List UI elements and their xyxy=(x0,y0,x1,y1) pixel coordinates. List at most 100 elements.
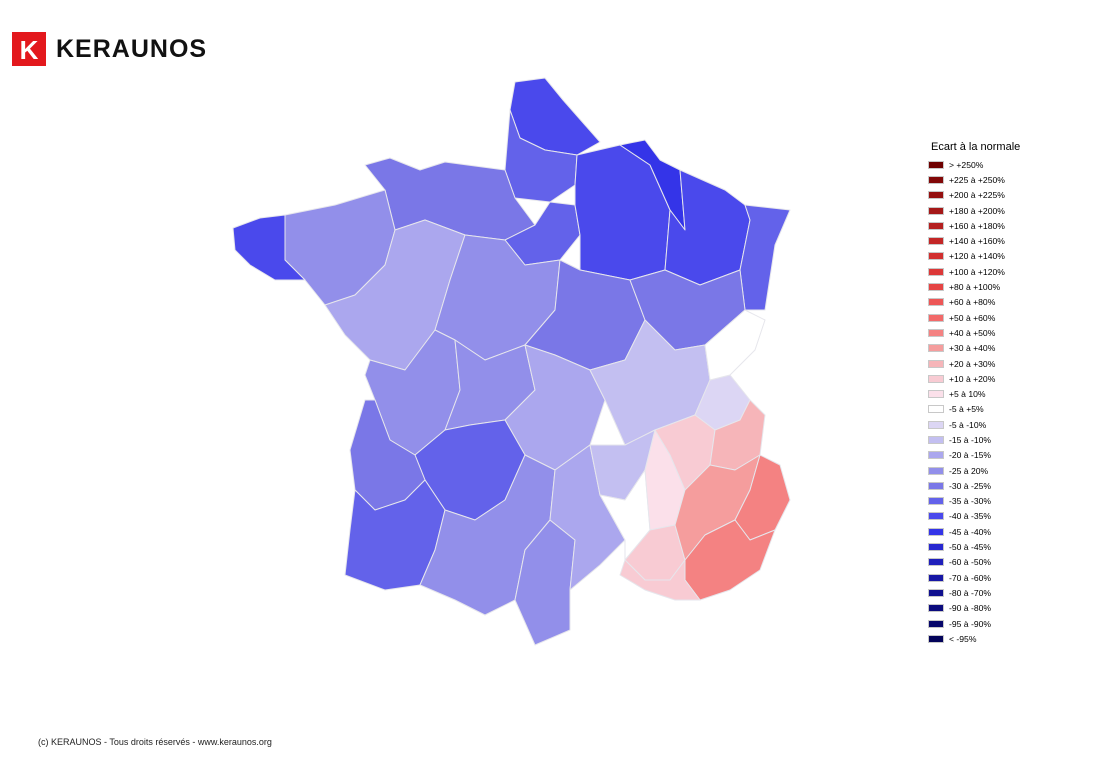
legend-item: -25 à 20% xyxy=(928,463,1088,478)
legend-item: -5 à +5% xyxy=(928,402,1088,417)
legend-label: +180 à +200% xyxy=(949,205,1005,216)
legend-item: -15 à -10% xyxy=(928,432,1088,447)
legend-item: +225 à +250% xyxy=(928,172,1088,187)
legend-label: +140 à +160% xyxy=(949,236,1005,247)
legend-swatch xyxy=(928,328,944,337)
legend-label: -45 à -40% xyxy=(949,526,992,537)
map-region xyxy=(739,204,791,311)
legend-label: -5 à -10% xyxy=(949,419,987,430)
keraunos-logo-icon: K xyxy=(12,32,46,66)
legend-label: +20 à +30% xyxy=(949,358,996,369)
legend-list: > +250% +225 à +250% +200 à +225% +180 à… xyxy=(928,157,1088,647)
legend-item: -80 à -70% xyxy=(928,585,1088,600)
legend-item: -45 à -40% xyxy=(928,524,1088,539)
legend-label: -15 à -10% xyxy=(949,434,992,445)
brand-header: K KERAUNOS xyxy=(12,32,207,66)
logo-background xyxy=(12,32,46,66)
legend-swatch xyxy=(928,405,944,414)
legend-label: +60 à +80% xyxy=(949,297,996,308)
legend-swatch xyxy=(928,160,944,169)
legend-swatch xyxy=(928,344,944,353)
legend-swatch xyxy=(928,543,944,552)
legend-item: -50 à -45% xyxy=(928,539,1088,554)
legend-item: +40 à +50% xyxy=(928,325,1088,340)
legend-swatch xyxy=(928,374,944,383)
legend-label: -40 à -35% xyxy=(949,511,992,522)
legend-swatch xyxy=(928,298,944,307)
map-region xyxy=(232,214,306,281)
legend-item: -95 à -90% xyxy=(928,616,1088,631)
legend-label: -95 à -90% xyxy=(949,618,992,629)
legend-label: +40 à +50% xyxy=(949,327,996,338)
legend-swatch xyxy=(928,435,944,444)
legend-swatch xyxy=(928,237,944,246)
legend-item: +20 à +30% xyxy=(928,356,1088,371)
legend-item: +30 à +40% xyxy=(928,341,1088,356)
legend-swatch xyxy=(928,527,944,536)
map-legend: Ecart à la normale > +250% +225 à +250% … xyxy=(928,141,1088,647)
legend-swatch xyxy=(928,390,944,399)
legend-swatch xyxy=(928,573,944,582)
legend-label: -5 à +5% xyxy=(949,404,984,415)
legend-label: +160 à +180% xyxy=(949,220,1005,231)
legend-label: +80 à +100% xyxy=(949,282,1001,293)
legend-label: -30 à -25% xyxy=(949,480,992,491)
legend-label: -60 à -50% xyxy=(949,557,992,568)
legend-swatch xyxy=(928,420,944,429)
legend-label: -80 à -70% xyxy=(949,587,992,598)
legend-swatch xyxy=(928,206,944,215)
map-region xyxy=(619,559,701,601)
legend-swatch xyxy=(928,588,944,597)
legend-label: +5 à 10% xyxy=(949,389,986,400)
legend-item: +100 à +120% xyxy=(928,264,1088,279)
france-map xyxy=(232,77,791,646)
legend-item: +200 à +225% xyxy=(928,188,1088,203)
legend-item: -5 à -10% xyxy=(928,417,1088,432)
legend-item: -70 à -60% xyxy=(928,570,1088,585)
legend-item: -40 à -35% xyxy=(928,509,1088,524)
legend-item: +180 à +200% xyxy=(928,203,1088,218)
legend-item: > +250% xyxy=(928,157,1088,172)
legend-item: +50 à +60% xyxy=(928,310,1088,325)
legend-item: +80 à +100% xyxy=(928,279,1088,294)
legend-label: +50 à +60% xyxy=(949,312,996,323)
legend-label: +30 à +40% xyxy=(949,343,996,354)
legend-label: -50 à -45% xyxy=(949,542,992,553)
legend-label: -20 à -15% xyxy=(949,450,992,461)
legend-swatch xyxy=(928,604,944,613)
legend-title: Ecart à la normale xyxy=(931,141,1021,153)
copyright-footer: (c) KERAUNOS - Tous droits réservés - ww… xyxy=(38,737,272,747)
legend-label: > +250% xyxy=(949,159,984,170)
logo-letter: K xyxy=(20,35,39,65)
legend-swatch xyxy=(928,481,944,490)
legend-swatch xyxy=(928,221,944,230)
legend-item: +140 à +160% xyxy=(928,233,1088,248)
map-region xyxy=(704,309,766,381)
legend-label: -70 à -60% xyxy=(949,572,992,583)
legend-swatch xyxy=(928,283,944,292)
legend-swatch xyxy=(928,313,944,322)
legend-swatch xyxy=(928,619,944,628)
legend-label: -35 à -30% xyxy=(949,496,992,507)
legend-swatch xyxy=(928,267,944,276)
legend-label: +225 à +250% xyxy=(949,174,1005,185)
legend-swatch xyxy=(928,558,944,567)
legend-item: -30 à -25% xyxy=(928,478,1088,493)
legend-item: -35 à -30% xyxy=(928,494,1088,509)
legend-item: +160 à +180% xyxy=(928,218,1088,233)
legend-label: +200 à +225% xyxy=(949,190,1005,201)
legend-item: -60 à -50% xyxy=(928,555,1088,570)
legend-item: -20 à -15% xyxy=(928,448,1088,463)
legend-label: +120 à +140% xyxy=(949,251,1005,262)
legend-label: -25 à 20% xyxy=(949,465,989,476)
legend-swatch xyxy=(928,359,944,368)
legend-item: +10 à +20% xyxy=(928,371,1088,386)
legend-swatch xyxy=(928,175,944,184)
brand-name: KERAUNOS xyxy=(56,34,208,63)
legend-swatch xyxy=(928,451,944,460)
legend-item: +5 à 10% xyxy=(928,386,1088,401)
legend-item: +60 à +80% xyxy=(928,295,1088,310)
legend-label: +10 à +20% xyxy=(949,373,996,384)
legend-item: -90 à -80% xyxy=(928,601,1088,616)
legend-label: -90 à -80% xyxy=(949,603,992,614)
